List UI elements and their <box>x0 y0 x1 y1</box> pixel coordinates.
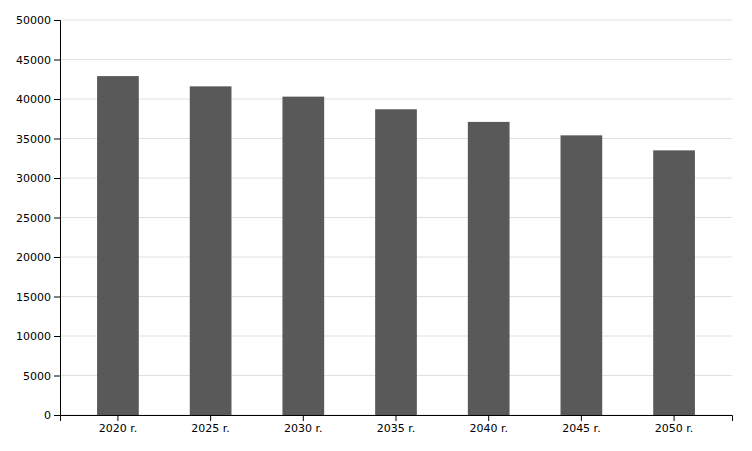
tick-mark <box>303 415 304 421</box>
x-tick: 2025 r. <box>191 415 230 435</box>
y-tick: 20000 <box>16 251 60 264</box>
grid-line <box>60 20 732 21</box>
tick-label: 15000 <box>16 291 51 304</box>
grid-line <box>60 59 732 60</box>
tick-mark <box>54 297 60 298</box>
tick-label: 50000 <box>16 14 51 27</box>
tick-mark <box>488 415 489 421</box>
bar <box>561 135 603 415</box>
tick-label: 0 <box>44 409 51 422</box>
bar <box>468 122 510 415</box>
axis-line <box>61 416 733 422</box>
y-tick: 5000 <box>23 370 60 383</box>
x-tick: 2040 r. <box>469 415 508 435</box>
tick-label: 30000 <box>16 172 51 185</box>
bars <box>97 76 695 415</box>
bar <box>282 97 324 415</box>
tick-label: 35000 <box>16 133 51 146</box>
chart: 0 5000 10000 15000 20000 25000 30000 35000 40000… <box>0 0 752 451</box>
y-tick: 10000 <box>16 330 60 343</box>
tick-label: 2045 r. <box>562 422 601 435</box>
tick-label: 45000 <box>16 54 51 67</box>
y-tick: 45000 <box>16 54 60 67</box>
tick-mark <box>396 415 397 421</box>
x-tick: 2035 r. <box>377 415 416 435</box>
tick-mark <box>54 336 60 337</box>
tick-label: 40000 <box>16 93 51 106</box>
tick-label: 2050 r. <box>655 422 694 435</box>
bar <box>653 150 695 415</box>
y-tick: 35000 <box>16 133 60 146</box>
x-tick: 2030 r. <box>284 415 323 435</box>
tick-mark <box>54 60 60 61</box>
y-tick: 30000 <box>16 172 60 185</box>
tick-label: 25000 <box>16 212 51 225</box>
tick-mark <box>54 415 60 416</box>
tick-mark <box>54 178 60 179</box>
tick-mark <box>581 415 582 421</box>
bar <box>375 109 417 415</box>
y-tick: 40000 <box>16 93 60 106</box>
y-axis: 0 5000 10000 15000 20000 25000 30000 35000 40000… <box>16 14 61 422</box>
tick-mark <box>54 99 60 100</box>
tick-mark <box>674 415 675 421</box>
plot: 0 5000 10000 15000 20000 25000 30000 35000 40000… <box>16 14 733 435</box>
tick-mark <box>54 139 60 140</box>
y-tick: 50000 <box>16 14 60 27</box>
y-tick: 0 <box>44 409 60 422</box>
x-axis: 2020 r. 2025 r. 2030 r. 2035 r. 2040 r. 2045 … <box>61 415 733 435</box>
tick-label: 2035 r. <box>377 422 416 435</box>
tick-mark <box>54 218 60 219</box>
tick-mark <box>117 415 118 421</box>
bar <box>97 76 139 415</box>
tick-label: 5000 <box>23 370 51 383</box>
bar <box>190 86 232 415</box>
y-tick: 25000 <box>16 212 60 225</box>
tick-mark <box>54 257 60 258</box>
axis-line <box>54 21 61 416</box>
tick-label: 2030 r. <box>284 422 323 435</box>
tick-mark <box>54 376 60 377</box>
tick-label: 2025 r. <box>191 422 230 435</box>
tick-label: 2040 r. <box>469 422 508 435</box>
x-tick: 2020 r. <box>99 415 138 435</box>
tick-mark <box>54 20 60 21</box>
x-tick: 2050 r. <box>655 415 694 435</box>
y-tick: 15000 <box>16 291 60 304</box>
tick-label: 2020 r. <box>99 422 138 435</box>
tick-mark <box>210 415 211 421</box>
grid <box>60 20 732 415</box>
x-tick: 2045 r. <box>562 415 601 435</box>
tick-label: 10000 <box>16 330 51 343</box>
grid-line <box>60 99 732 100</box>
tick-label: 20000 <box>16 251 51 264</box>
